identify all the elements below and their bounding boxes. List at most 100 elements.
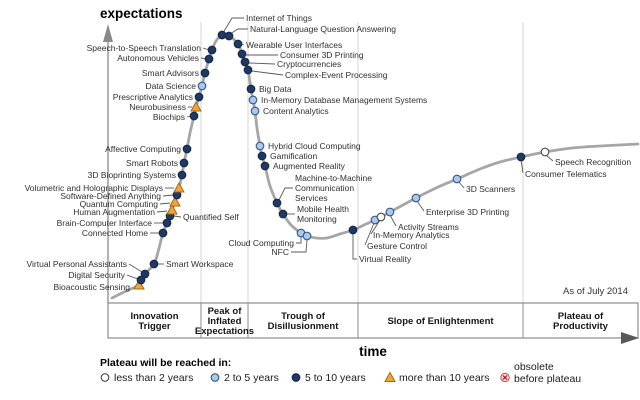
leader-line — [248, 62, 276, 65]
tech-label: Wearable User Interfaces — [246, 40, 342, 50]
leader-line — [173, 215, 182, 218]
5to10-marker-icon — [194, 92, 204, 102]
tech-label: In-Memory Analytics — [373, 230, 450, 240]
5to10-marker-icon — [240, 57, 250, 67]
5to10-marker-icon — [158, 228, 168, 238]
obsolete-x-icon — [502, 375, 508, 380]
leader-line — [291, 239, 308, 253]
phase-band — [107, 302, 639, 339]
5to10-marker-icon — [243, 65, 253, 75]
5to10-marker-icon — [217, 30, 227, 40]
lt2-marker-icon — [100, 373, 110, 382]
tech-label: 3D Scanners — [466, 184, 515, 194]
lt2-marker-icon — [376, 212, 386, 222]
leader-line — [251, 70, 284, 76]
triangle-marker-icon — [169, 195, 181, 207]
phase-label: Innovation — [130, 311, 178, 322]
tech-label: Smart Advisors — [142, 68, 199, 78]
x-axis-title: time — [359, 344, 387, 359]
tech-label: Virtual Reality — [359, 254, 412, 264]
5to10-marker-icon — [348, 225, 358, 235]
leader-line — [159, 202, 171, 205]
tech-label: Biochips — [153, 112, 185, 122]
5to10-marker-icon — [257, 151, 267, 161]
tech-label: Smart Robots — [126, 158, 178, 168]
5to10-marker-icon — [272, 198, 282, 208]
tech-label: Autonomous Vehicles — [117, 53, 199, 63]
2to5-marker-icon — [255, 141, 265, 151]
tech-label: Activity Streams — [398, 222, 459, 232]
tech-label: Quantified Self — [183, 212, 239, 222]
5to10-marker-icon — [179, 158, 189, 168]
5to10-marker-icon — [260, 161, 270, 171]
tech-label: Human Augmentation — [73, 207, 155, 217]
leader-line — [222, 17, 244, 34]
5to10-marker-icon — [189, 111, 199, 121]
2to5-marker-icon — [411, 193, 421, 203]
lt2-marker-icon — [540, 147, 550, 157]
triangle-marker-icon — [166, 203, 178, 215]
5to10-marker-icon — [237, 49, 247, 59]
5to10-marker-icon — [278, 209, 288, 219]
legend-title: Plateau will be reached in: — [100, 357, 231, 369]
legend-item-label: less than 2 years — [114, 372, 193, 384]
leader-line — [278, 187, 293, 201]
tech-label: Monitoring — [297, 214, 337, 224]
tech-label: Quantum Computing — [80, 199, 159, 209]
tech-label: Big Data — [259, 84, 292, 94]
leader-line — [370, 219, 381, 235]
2to5-marker-icon — [197, 81, 207, 91]
5to10-marker-icon — [140, 269, 150, 279]
2to5-marker-icon — [302, 231, 312, 241]
5to10-marker-icon — [182, 144, 192, 154]
5to10-marker-icon — [291, 373, 301, 382]
triangle-marker-icon — [190, 100, 202, 112]
5to10-marker-icon — [149, 259, 159, 269]
phase-label: Productivity — [553, 321, 609, 332]
tech-label: Internet of Things — [246, 13, 312, 23]
tech-label: Volumetric and Holographic Displays — [25, 183, 163, 193]
tech-label: Data Science — [145, 81, 196, 91]
tech-label: Natural-Language Question Answering — [250, 24, 396, 34]
legend-item-label: obsolete — [514, 361, 554, 373]
y-axis-title: expectations — [100, 6, 183, 21]
tech-label: NFC — [272, 247, 289, 257]
leader-line — [352, 233, 357, 260]
5to10-marker-icon — [204, 54, 214, 64]
phase-label: Peak of — [208, 306, 243, 317]
tech-label: Communication — [295, 183, 354, 193]
phase-label: Inflated — [208, 316, 242, 327]
tech-label: Augmented Reality — [273, 161, 346, 171]
tech-label: Cloud Computing — [228, 238, 294, 248]
leader-line — [546, 155, 554, 162]
5to10-marker-icon — [200, 68, 210, 78]
tech-label: Affective Computing — [105, 144, 181, 154]
tech-label: Software-Defined Anything — [60, 191, 161, 201]
tech-label: Services — [295, 193, 328, 203]
tech-label: Connected Home — [82, 228, 148, 238]
5to10-marker-icon — [136, 275, 146, 285]
as-of-date: As of July 2014 — [563, 286, 628, 297]
2to5-marker-icon — [385, 207, 395, 217]
tech-label: Virtual Personal Assistants — [27, 259, 127, 269]
leader-line — [389, 214, 397, 227]
tech-label: Machine-to-Machine — [295, 173, 372, 183]
leader-line — [364, 222, 375, 246]
2to5-marker-icon — [452, 174, 462, 184]
5to10-marker-icon — [162, 218, 172, 228]
leader-line — [416, 200, 425, 212]
legend-item-label: before plateau — [514, 373, 581, 385]
tech-label: Smart Workspace — [166, 259, 234, 269]
leader-line — [520, 159, 524, 174]
y-axis-arrow-icon — [103, 24, 113, 42]
phase-label: Trigger — [138, 321, 171, 332]
leader-line — [458, 181, 465, 189]
tech-label: Speech Recognition — [555, 157, 631, 167]
legend-item-label: 5 to 10 years — [305, 372, 366, 384]
phase-label: Expectations — [195, 326, 254, 337]
tech-label: Neurobusiness — [129, 102, 186, 112]
leader-line — [296, 237, 302, 244]
tech-label: Consumer Telematics — [525, 169, 607, 179]
